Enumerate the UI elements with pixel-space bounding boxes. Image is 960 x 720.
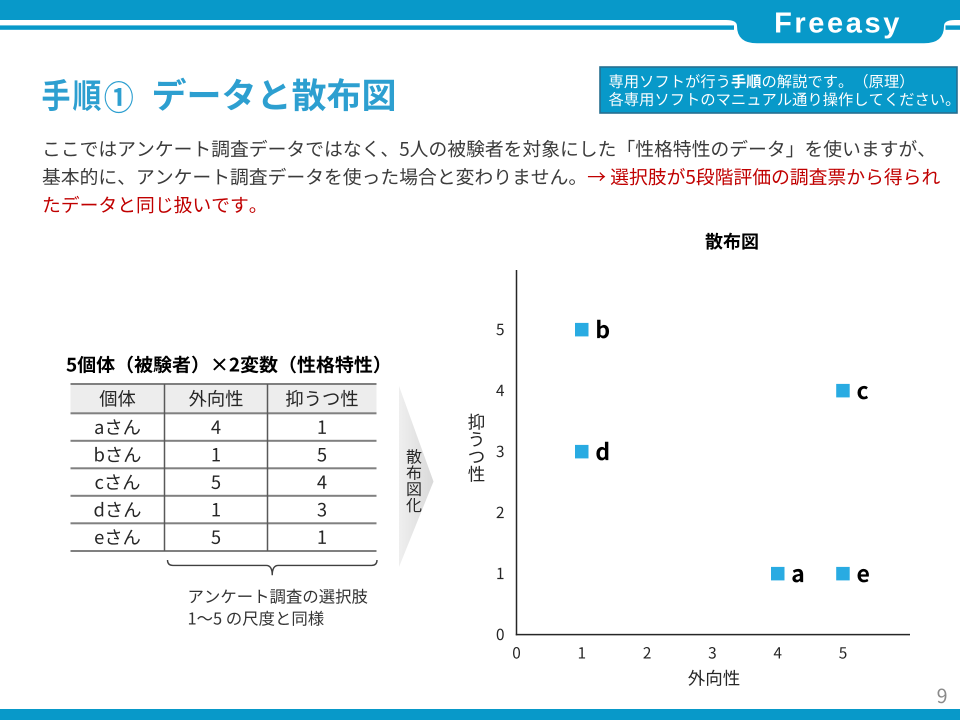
svg-text:Freeasy: Freeasy xyxy=(774,8,902,40)
